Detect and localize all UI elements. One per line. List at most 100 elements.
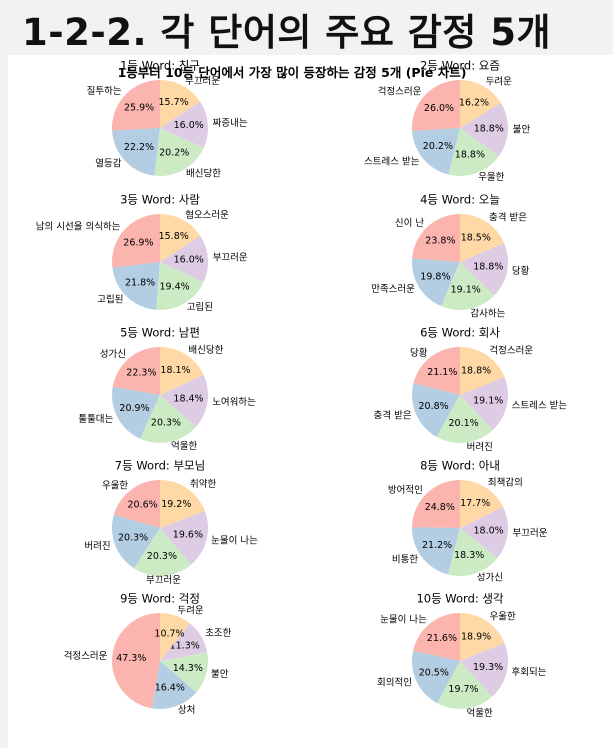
slice-percent: 20.6% [128, 500, 158, 511]
pie-title: 5등 Word: 남편 [120, 326, 200, 340]
pie-slice [112, 613, 160, 709]
slice-percent: 18.5% [461, 232, 491, 243]
pie-slice [460, 347, 505, 395]
slice-percent: 19.2% [161, 499, 191, 510]
pie-slice [412, 383, 460, 437]
slice-percent: 47.3% [116, 653, 146, 664]
pie-slice [412, 480, 460, 528]
pie-slice [448, 128, 499, 176]
slice-label: 성가신 [100, 349, 126, 360]
slice-percent: 20.1% [449, 418, 479, 429]
pie-slice [460, 506, 508, 558]
pie-slice [134, 528, 192, 577]
slice-label: 억울한 [467, 707, 493, 719]
slice-label: 부끄러운 [513, 528, 548, 539]
pie-chart-4: 4등 Word: 오늘 23.8%신이 난 19.8% 만족스러운 19.1% 감사하는 1… [371, 193, 529, 320]
figure-suptitle: 1등부터 10등 단어에서 가장 많이 등장하는 감정 5개 (Pie 차트) [118, 65, 467, 80]
slice-label: 감사하는 [470, 307, 505, 319]
slice-label: 고립된 [187, 301, 213, 313]
pie-slice [460, 376, 509, 430]
pie-slice [112, 386, 160, 439]
slice-label: 당황 [410, 348, 428, 359]
slice-percent: 18.0% [474, 526, 504, 537]
slice-percent: 19.1% [473, 396, 503, 407]
slice-label: 노여워하는 [212, 396, 256, 408]
slice-label: 신이 난 [395, 218, 424, 229]
pie-slice [112, 262, 160, 310]
pie-title: 9등 Word: 걱정 [120, 592, 200, 606]
slice-percent: 20.8% [419, 401, 449, 412]
pie-title: 7등 Word: 부모님 [115, 459, 205, 473]
slice-percent: 18.8% [473, 262, 503, 273]
pie-chart-6: 6등 Word: 회사 21.1% 당황 20.8% 충격 받은 20.1% 버려진 19.1… [374, 326, 568, 453]
slice-label: 혐오스러운 [185, 210, 229, 221]
slice-percent: 20.5% [419, 668, 449, 679]
pie-slice [411, 527, 460, 575]
pie-slice [111, 514, 160, 569]
pie-slice [112, 80, 160, 131]
pie-slice [160, 652, 208, 693]
slice-percent: 16.0% [174, 120, 204, 131]
slice-percent: 19.3% [473, 662, 503, 673]
slice-label: 비통한 [392, 555, 418, 566]
pie-slice [413, 347, 460, 395]
pie-slice [436, 395, 493, 443]
slice-percent: 15.8% [159, 231, 189, 242]
pie-slice [412, 258, 460, 307]
slice-percent: 25.9% [124, 103, 154, 114]
slice-label: 후회되는 [512, 667, 547, 678]
pie-slice [160, 214, 201, 262]
slice-label: 짜증내는 [213, 118, 248, 129]
pie-slice [111, 214, 160, 268]
pie-title: 2등 Word: 요즘 [420, 59, 500, 73]
slice-percent: 20.3% [151, 418, 181, 429]
slice-percent: 19.7% [448, 684, 478, 695]
slice-label: 스트레스 받는 [364, 156, 420, 167]
pie-slice [448, 528, 498, 576]
pie-slice [113, 480, 160, 528]
slice-percent: 20.2% [159, 148, 189, 159]
slice-percent: 18.1% [160, 365, 190, 376]
slice-percent: 11.3% [170, 641, 200, 652]
pie-slice [460, 643, 509, 697]
slice-label: 버려진 [467, 441, 493, 453]
slice-label: 걱정스러운 [64, 650, 108, 662]
pie-slice [160, 613, 190, 661]
pie-title: 6등 Word: 회사 [420, 326, 500, 340]
slice-label: 불안 [513, 125, 531, 136]
slice-label: 부끄러운 [185, 76, 220, 87]
pie-slice [460, 214, 505, 262]
pie-title: 8등 Word: 아내 [420, 459, 500, 473]
pie-slice [140, 395, 197, 444]
slice-percent: 20.3% [118, 533, 148, 544]
slice-label: 남의 시선을 의식하는 [36, 221, 121, 233]
slice-percent: 17.7% [460, 498, 490, 509]
slice-label: 충격 받은 [489, 211, 527, 223]
slice-percent: 22.3% [126, 368, 156, 379]
slice-percent: 23.8% [425, 235, 455, 246]
slice-percent: 21.1% [427, 367, 457, 378]
slice-label: 툴툴대는 [78, 414, 113, 425]
slice-label: 두려운 [177, 605, 203, 617]
slice-label: 충격 받은 [374, 410, 412, 422]
pie-title: 1등 Word: 친구 [120, 59, 200, 73]
pie-slice [460, 102, 508, 157]
slice-percent: 18.9% [461, 632, 491, 643]
slice-percent: 15.7% [159, 97, 189, 108]
slice-percent: 20.9% [119, 403, 149, 414]
slice-label: 취약한 [190, 478, 216, 490]
slice-percent: 24.8% [425, 502, 455, 513]
slice-label: 고립된 [97, 294, 123, 306]
pie-chart-1: 1등 Word: 친구 25.9%질투하는 22.2%열등감 20.2% 배신당한 16.… [87, 59, 248, 180]
slice-label: 배신당한 [186, 168, 221, 179]
slice-percent: 14.3% [173, 663, 203, 674]
pie-chart-figure: 1등부터 10등 단어에서 가장 많이 등장하는 감정 5개 (Pie 차트) … [8, 55, 613, 748]
pie-slice [151, 661, 197, 709]
slice-label: 우울한 [102, 480, 128, 491]
pie-slice [156, 262, 204, 310]
pie-slice [413, 613, 460, 661]
slice-label: 질투하는 [87, 85, 122, 97]
slice-percent: 21.8% [125, 277, 155, 288]
slice-label: 열등감 [95, 158, 121, 170]
